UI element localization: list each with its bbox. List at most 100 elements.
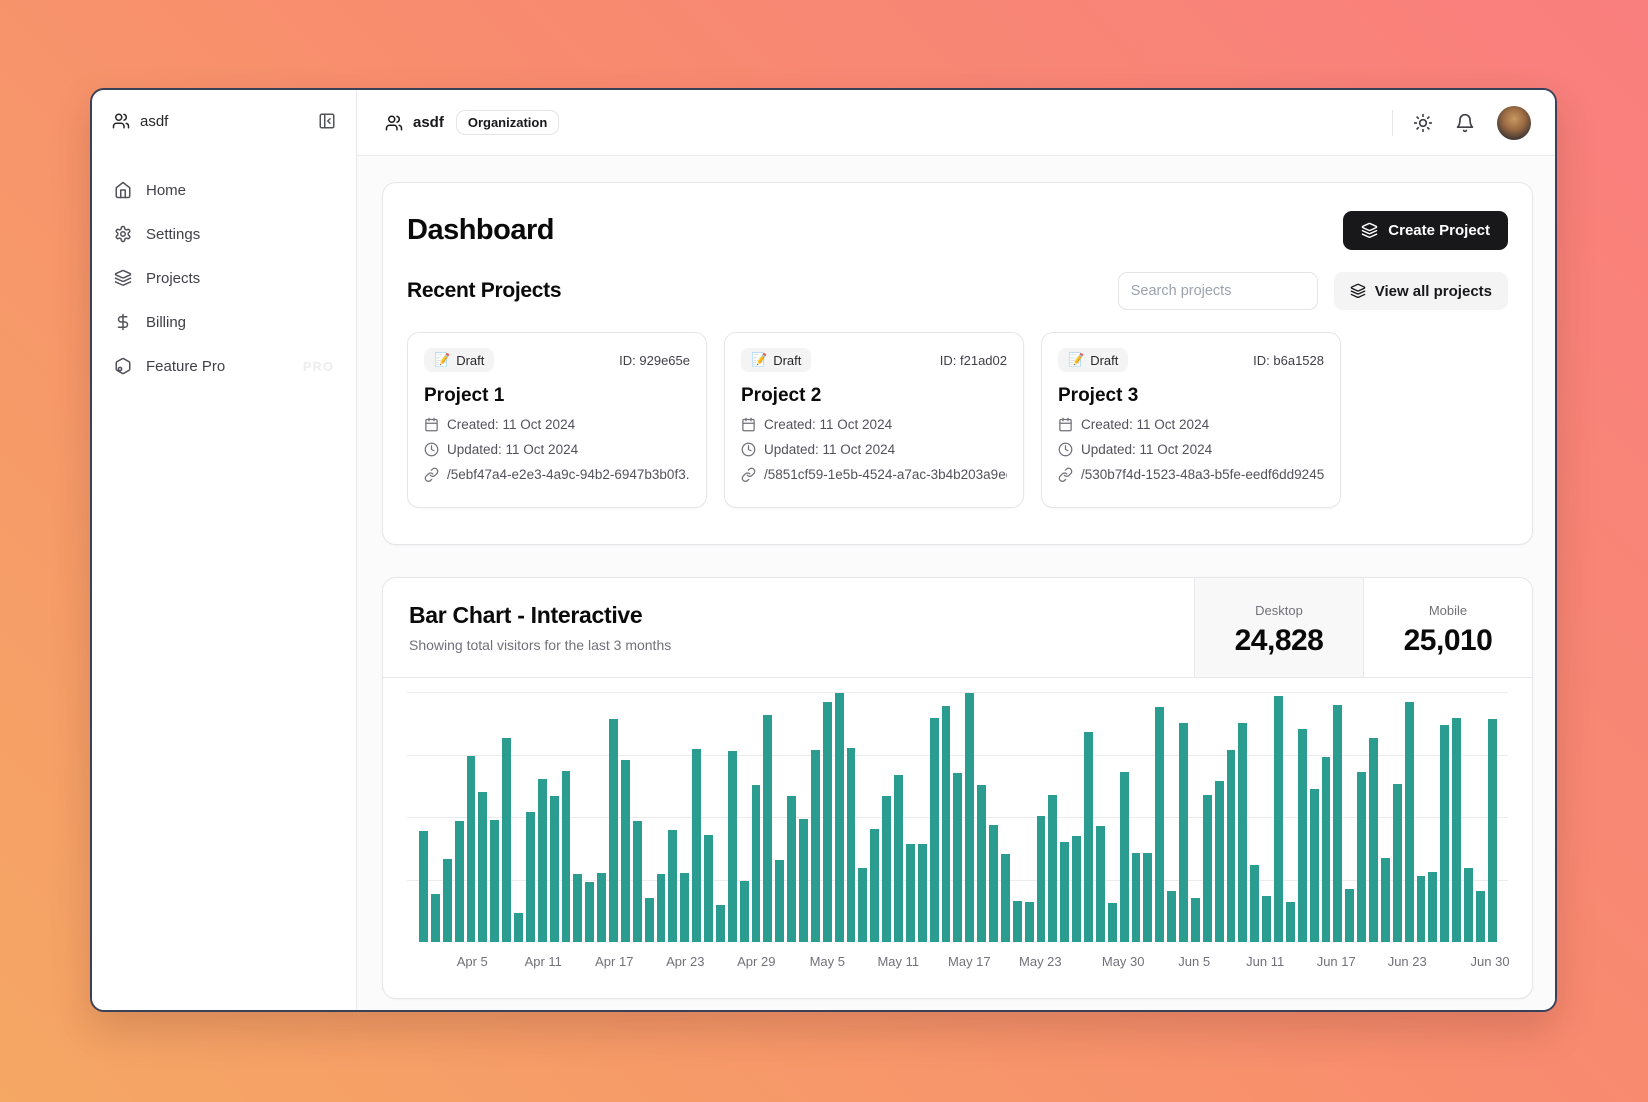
bar[interactable] [537,778,547,942]
bar[interactable] [1345,888,1355,942]
bar[interactable] [1321,756,1331,942]
view-all-projects-button[interactable]: View all projects [1333,272,1508,310]
bar[interactable] [929,718,939,942]
bar[interactable] [1285,901,1295,942]
bar[interactable] [1464,867,1473,942]
bar[interactable] [1143,853,1153,942]
stat-toggle-desktop[interactable]: Desktop 24,828 [1194,578,1363,677]
bar[interactable] [1369,738,1378,942]
bar[interactable] [965,692,975,942]
bar[interactable] [1179,722,1188,942]
bar[interactable] [1226,749,1236,942]
project-card[interactable]: 📝 Draft ID: b6a1528 Project 3 Created: 11… [1041,332,1341,508]
bar[interactable] [1475,890,1485,942]
bar[interactable] [597,873,606,942]
project-link[interactable]: /5851cf59-1e5b-4524-a7ac-3b4b203a9ec9 [741,467,1007,482]
bar[interactable] [1297,729,1307,942]
bar[interactable] [1262,896,1271,942]
bar[interactable] [1333,704,1343,942]
bar[interactable] [692,748,701,942]
bar[interactable] [834,693,844,942]
bar[interactable] [799,818,808,942]
bar[interactable] [1238,723,1248,942]
bar[interactable] [1119,772,1129,942]
bar[interactable] [810,749,820,942]
bar[interactable] [858,867,868,942]
bar[interactable] [704,834,713,942]
bar[interactable] [989,824,998,942]
bar[interactable] [1357,771,1366,942]
project-link[interactable]: /5ebf47a4-e2e3-4a9c-94b2-6947b3b0f3... [424,467,690,482]
bar[interactable] [751,784,761,942]
user-avatar[interactable] [1497,105,1531,140]
bar[interactable] [882,795,891,942]
bar[interactable] [917,843,927,942]
bar[interactable] [894,774,903,942]
bar[interactable] [763,715,773,942]
bar[interactable] [644,897,654,942]
bar[interactable] [739,881,749,942]
bar[interactable] [1416,876,1426,942]
bar[interactable] [561,771,571,942]
bar[interactable] [1036,816,1046,942]
bar[interactable] [1487,719,1497,942]
bar[interactable] [1024,901,1034,942]
bar[interactable] [1214,780,1224,942]
bar[interactable] [478,791,488,942]
bar[interactable] [419,831,428,942]
bar[interactable] [1380,857,1390,942]
bar[interactable] [1155,707,1165,942]
sidebar-item-feature-pro[interactable]: Feature Pro PRO [92,344,356,388]
bar[interactable] [549,796,559,942]
bar[interactable] [1309,788,1319,942]
bar[interactable] [822,701,832,942]
notifications-button[interactable] [1455,113,1475,133]
bar[interactable] [787,795,796,942]
bar[interactable] [846,748,856,942]
project-link[interactable]: /530b7f4d-1523-48a3-b5fe-eedf6dd92456 [1058,467,1324,482]
bar[interactable] [502,737,511,942]
bar[interactable] [609,719,618,942]
bar[interactable] [1131,853,1141,942]
bar-plot[interactable] [419,692,1497,942]
project-card[interactable]: 📝 Draft ID: f21ad02 Project 2 Created: 11… [724,332,1024,508]
search-input[interactable] [1117,272,1318,310]
bar[interactable] [905,843,915,942]
create-project-button[interactable]: Create Project [1343,211,1508,250]
bar[interactable] [953,773,963,942]
bar[interactable] [573,873,583,942]
bar[interactable] [1012,901,1022,942]
sidebar-item-settings[interactable]: Settings [92,212,356,256]
bar[interactable] [1190,898,1200,942]
bar[interactable] [1048,795,1058,942]
bar[interactable] [1084,732,1093,942]
bar[interactable] [1440,725,1450,942]
bar[interactable] [977,784,986,942]
bar[interactable] [442,858,452,942]
bar[interactable] [680,873,690,942]
bar[interactable] [620,760,630,942]
bar[interactable] [1072,835,1081,942]
bar[interactable] [656,873,666,942]
sidebar-collapse-button[interactable] [318,112,336,130]
bar[interactable] [525,811,535,942]
bar[interactable] [1060,841,1070,942]
bar[interactable] [585,882,595,942]
bar[interactable] [1202,795,1212,942]
theme-toggle-button[interactable] [1413,113,1433,133]
bar[interactable] [1107,903,1117,942]
bar[interactable] [1000,853,1010,942]
bar[interactable] [1167,890,1176,942]
bar[interactable] [775,859,785,942]
bar[interactable] [1428,871,1438,942]
bar[interactable] [1095,825,1105,942]
bar[interactable] [430,893,440,942]
bar[interactable] [1274,696,1283,942]
sidebar-item-projects[interactable]: Projects [92,256,356,300]
bar[interactable] [454,821,464,942]
bar[interactable] [466,755,476,942]
bar[interactable] [632,820,642,942]
bar[interactable] [870,828,880,942]
sidebar-item-billing[interactable]: Billing [92,300,356,344]
bar[interactable] [490,819,500,942]
